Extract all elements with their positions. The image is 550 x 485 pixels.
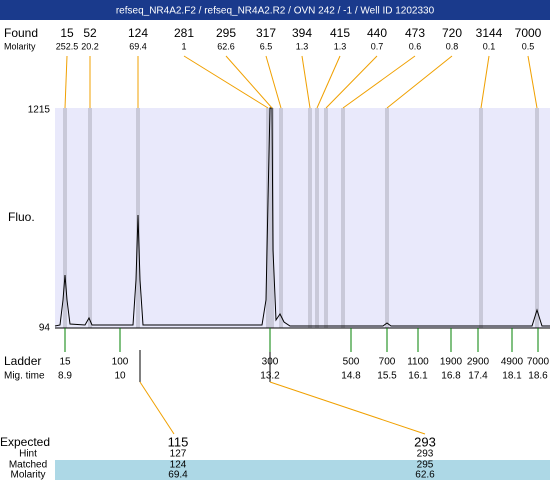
peak-connector (64, 55, 68, 109)
peak-band (88, 108, 92, 328)
expected-matched: 295 (417, 460, 434, 471)
mig-time: 15.5 (377, 371, 397, 382)
ladder-size: 300 (262, 357, 279, 368)
ladder-size: 100 (112, 357, 129, 368)
ladder-label: Ladder (4, 354, 41, 368)
mig-time: 16.1 (408, 371, 428, 382)
mig-time: 8.9 (58, 371, 72, 382)
found-size: 720 (442, 26, 462, 40)
expected-row-label: Molarity (10, 470, 45, 480)
ladder-size: 4900 (501, 357, 524, 368)
trace (54, 107, 550, 327)
found-size: 473 (405, 26, 425, 40)
peak-band (385, 108, 389, 328)
expected-connector (139, 381, 175, 435)
molarity-label: Molarity (4, 41, 36, 51)
peak-connector (386, 55, 453, 109)
peak-band (270, 108, 274, 328)
peak-band (63, 108, 67, 328)
peak-connector (527, 55, 538, 109)
expected-expected: 115 (168, 434, 189, 449)
mig-time: 18.1 (502, 371, 522, 382)
ladder-size: 1100 (407, 357, 429, 368)
found-molarity: 1.3 (334, 41, 347, 51)
peak-connectors (64, 55, 538, 109)
mig-time: 13.2 (260, 371, 280, 382)
found-molarity: 6.5 (260, 41, 273, 51)
mig-time: 10 (114, 371, 126, 382)
peak-connector (480, 55, 490, 109)
y-min: 94 (39, 323, 51, 334)
title: refseq_NR4A2.F2 / refseq_NR4A2.R2 / OVN … (116, 6, 435, 17)
peak-connector (342, 55, 416, 109)
found-size: 394 (292, 26, 312, 40)
ladder-size: 7000 (527, 357, 550, 368)
mig-time: 16.8 (441, 371, 461, 382)
mig-time-label: Mig. time (4, 371, 45, 382)
peak-connector (325, 55, 378, 109)
matched-highlight (55, 460, 550, 480)
expected-row-label: Matched (9, 460, 47, 471)
expected-row-label: Expected (0, 435, 50, 449)
mig-time: 14.8 (341, 371, 361, 382)
peak-band (324, 108, 328, 328)
expected-expected: 293 (414, 434, 436, 449)
found-size: 295 (216, 26, 236, 40)
y-label: Fluo. (8, 210, 35, 224)
found-molarity: 69.4 (129, 41, 147, 51)
y-max: 1215 (28, 105, 51, 116)
peak-band (479, 108, 483, 328)
peak-connector (265, 55, 282, 109)
found-size: 415 (330, 26, 350, 40)
peak-connector (316, 55, 341, 109)
peak-band (315, 108, 319, 328)
ladder-size: 500 (343, 357, 360, 368)
expected-connector (269, 381, 426, 435)
found-molarity: 1.3 (296, 41, 309, 51)
found-size: 124 (128, 26, 148, 40)
peak-connector (225, 55, 273, 109)
peak-band (308, 108, 312, 328)
found-size: 15 (60, 26, 74, 40)
peak-connector (301, 55, 311, 109)
found-molarity: 252.5 (56, 41, 79, 51)
found-molarity: 62.6 (217, 41, 235, 51)
found-size: 440 (367, 26, 387, 40)
found-size: 52 (83, 26, 97, 40)
found-label: Found (4, 26, 38, 40)
mig-time: 17.4 (468, 371, 488, 382)
expected-molarity: 69.4 (168, 470, 188, 480)
expected-row-label: Hint (19, 449, 37, 460)
ladder-size: 1900 (440, 357, 463, 368)
found-molarity: 0.1 (483, 41, 496, 51)
ladder-size: 700 (379, 357, 396, 368)
title-bar (0, 0, 550, 20)
found-molarity: 1 (181, 41, 186, 51)
ladder-size: 2900 (467, 357, 490, 368)
peak-band (341, 108, 345, 328)
found-size: 281 (174, 26, 194, 40)
found-molarity: 0.8 (446, 41, 459, 51)
found-molarity: 20.2 (81, 41, 99, 51)
found-size: 7000 (515, 26, 542, 40)
expected-hint: 127 (170, 449, 187, 460)
expected-hint: 293 (417, 449, 434, 460)
peak-band (279, 108, 283, 328)
peak-connector (183, 55, 269, 109)
found-size: 317 (256, 26, 276, 40)
found-molarity: 0.5 (522, 41, 535, 51)
plot-area (55, 108, 550, 328)
found-molarity: 0.7 (371, 41, 384, 51)
mig-time: 18.6 (528, 371, 548, 382)
expected-molarity: 62.6 (415, 470, 435, 480)
found-molarity: 0.6 (409, 41, 422, 51)
found-size: 3144 (476, 26, 503, 40)
expected-matched: 124 (170, 460, 187, 471)
ladder-size: 15 (59, 357, 71, 368)
peak-band (535, 108, 539, 328)
